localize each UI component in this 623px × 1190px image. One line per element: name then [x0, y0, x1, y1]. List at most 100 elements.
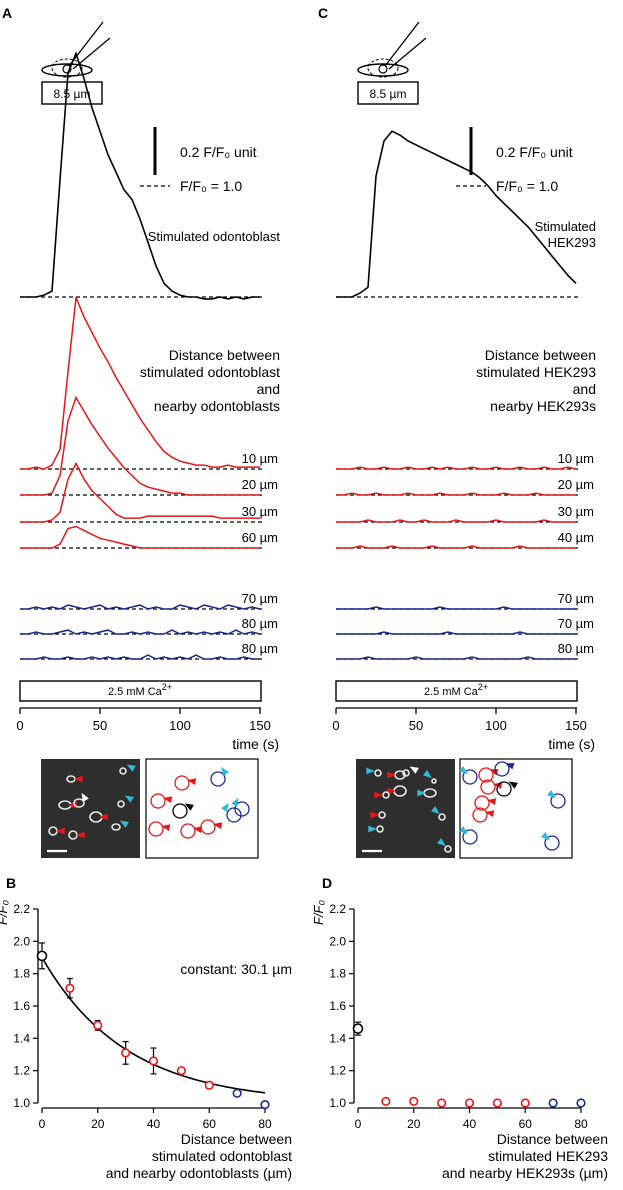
- data-point: [520, 1098, 530, 1108]
- calcium-bar: [335, 680, 578, 702]
- y-tick-label: 2.0: [13, 934, 30, 948]
- cell-schematic: [459, 758, 573, 859]
- pipette-label: 8.5 µm: [54, 87, 91, 101]
- arrowhead-icon: [81, 792, 89, 802]
- distance-label-line: nearby HEK293s: [490, 398, 596, 414]
- cell-blob: [444, 845, 452, 853]
- cell-circle: [226, 807, 242, 823]
- data-point: [352, 1023, 364, 1034]
- x-axis-label: and nearby HEK293s (µm): [442, 1165, 608, 1181]
- time-axis-label: time (s): [548, 736, 595, 752]
- distance-label-line: nearby odontoblasts: [154, 398, 280, 414]
- stimulated-label: Stimulated: [535, 219, 596, 234]
- blue-trace: [336, 606, 576, 610]
- stimulated-trace: [20, 50, 260, 300]
- time-tick-label: 150: [249, 718, 271, 733]
- data-point: [492, 1098, 502, 1108]
- micrograph: [356, 759, 455, 858]
- cell-circle: [496, 781, 512, 797]
- trace-distance-label: 30 µm: [242, 504, 278, 519]
- dashed-dish: [51, 58, 83, 78]
- time-tick-label: 150: [565, 718, 587, 733]
- cell-circle: [234, 801, 250, 817]
- blue-trace: [336, 631, 576, 635]
- pipette-label-box: [357, 81, 419, 105]
- dashed-dish: [367, 58, 399, 78]
- arrowhead-icon: [368, 825, 377, 833]
- distance-label-line: and: [573, 381, 596, 397]
- data-point: [93, 1020, 103, 1031]
- x-axis-label: Distance between: [181, 1131, 292, 1147]
- data-point: [204, 1080, 214, 1090]
- scale-label: 0.2 F/F₀ unit: [180, 144, 257, 160]
- cell-circle: [174, 775, 190, 791]
- x-axis-label: stimulated odontoblast: [152, 1148, 292, 1164]
- trace-distance-label: 30 µm: [558, 504, 594, 519]
- trace-distance-label: 70 µm: [558, 616, 594, 631]
- time-tick-label: 50: [93, 718, 107, 733]
- blue-trace: [336, 656, 576, 660]
- arrowhead-icon: [213, 822, 223, 829]
- arrowhead-icon: [163, 796, 173, 803]
- data-point: [176, 1066, 186, 1076]
- cell-schematic: [145, 758, 259, 859]
- panel-letter: C: [318, 5, 328, 21]
- data-point: [576, 1098, 586, 1108]
- arrowhead-icon: [387, 771, 396, 779]
- data-point: [548, 1098, 558, 1108]
- arrowhead-icon: [487, 798, 497, 805]
- arrowhead-icon: [119, 820, 129, 828]
- distance-label-line: stimulated HEK293: [476, 364, 596, 380]
- calcium-bar-label: 2.5 mM Ca2+: [424, 682, 488, 698]
- cell-outline: [357, 63, 409, 77]
- data-point: [36, 950, 48, 962]
- arrowhead-icon: [193, 826, 203, 833]
- x-tick-label: 40: [147, 1117, 161, 1131]
- y-tick-label: 1.8: [13, 967, 30, 981]
- arrowhead-icon: [366, 767, 375, 775]
- arrowhead-icon: [126, 764, 136, 772]
- blue-trace: [20, 654, 260, 660]
- stimulated-label: Stimulated odontoblast: [148, 229, 281, 244]
- scatter-plot-B: B F/F₀ 1.0 1.2 1.4 1.6 1.8 2.0 2.2 0 20 40 60 80Dista…: [0, 875, 292, 1181]
- arrowhead-icon: [74, 775, 83, 783]
- red-trace: [336, 466, 577, 470]
- arrowhead-icon: [485, 810, 495, 817]
- panel-letter: D: [322, 875, 332, 891]
- arrowhead-icon: [505, 763, 515, 770]
- arrowhead-icon: [370, 811, 379, 819]
- x-tick-label: 20: [407, 1117, 421, 1131]
- pipette-line: [388, 37, 427, 70]
- y-tick-label: 1.4: [13, 1031, 30, 1045]
- y-tick-label: 1.4: [329, 1031, 346, 1045]
- arrowhead-icon: [541, 832, 550, 841]
- trace-distance-label: 70 µm: [558, 591, 594, 606]
- time-tick-label: 100: [169, 718, 191, 733]
- cell-circle: [480, 779, 496, 795]
- trace-distance-label: 20 µm: [242, 477, 278, 492]
- x-tick-label: 20: [91, 1117, 105, 1131]
- pipette-label: 8.5 µm: [370, 87, 407, 101]
- x-tick-label: 0: [355, 1117, 362, 1131]
- cell-circle: [172, 803, 188, 819]
- y-tick-label: 1.8: [329, 967, 346, 981]
- time-tick-label: 0: [332, 718, 339, 733]
- arrowhead-icon: [437, 838, 446, 847]
- red-trace: [20, 525, 260, 549]
- arrowhead-icon: [547, 790, 556, 799]
- red-trace: [336, 519, 576, 523]
- arrowhead-icon: [124, 795, 134, 803]
- x-axis-label: stimulated HEK293: [488, 1148, 608, 1164]
- pipette-icon: 8.5 µm: [41, 21, 111, 105]
- arrowhead-icon: [459, 826, 468, 835]
- y-tick-label: 1.2: [329, 1064, 346, 1078]
- data-point: [409, 1096, 419, 1106]
- x-axis-label: Distance between: [497, 1131, 608, 1147]
- cell-blob: [402, 769, 410, 777]
- y-tick-label: 1.0: [13, 1096, 30, 1110]
- y-axis-label: F/F₀: [0, 900, 10, 925]
- scale-label: 0.2 F/F₀ unit: [496, 144, 573, 160]
- arrowhead-icon: [231, 797, 239, 807]
- cell-circle: [180, 823, 196, 839]
